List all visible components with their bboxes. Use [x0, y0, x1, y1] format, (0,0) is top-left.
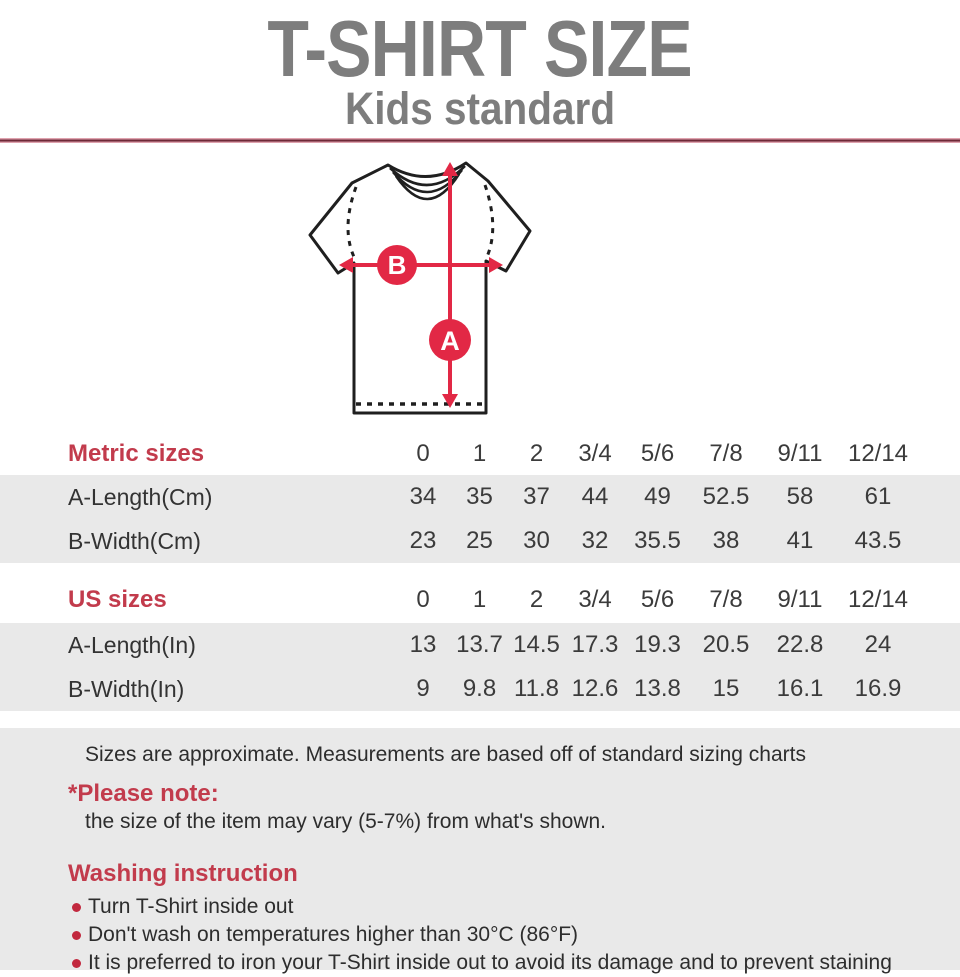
- bullet-dot-icon: [72, 958, 81, 968]
- length-arrow: [442, 162, 458, 408]
- size-cell: 7/8: [709, 586, 743, 613]
- metric-data-stripe: A-Length(Cm) 34 35 37 44 49 52.5 58 61 B…: [0, 475, 960, 563]
- value-cell: 11.8: [514, 675, 559, 702]
- value-cell: 41: [786, 527, 814, 554]
- measure-b-label: B: [388, 250, 407, 280]
- value-cell: 22.8: [776, 631, 824, 658]
- us-size-table: US sizes 0 1 2 3/4 5/6 7/8 9/11 12/14 A-…: [0, 577, 960, 711]
- please-note-heading: *Please note:: [68, 780, 219, 807]
- table-row-width-cm: B-Width(Cm) 23 25 30 32 35.5 38 41 43.5: [0, 519, 960, 563]
- value-cell: 35.5: [634, 527, 681, 554]
- size-cell: 0: [416, 586, 430, 613]
- washing-bullet: It is preferred to iron your T-Shirt ins…: [88, 951, 892, 974]
- size-cell: 1: [472, 586, 487, 613]
- header: T-SHIRT SIZE Kids standard: [0, 0, 960, 132]
- value-cell: 16.9: [854, 675, 902, 702]
- size-cell: 5/6: [640, 586, 675, 613]
- washing-bullet-row: It is preferred to iron your T-Shirt ins…: [0, 949, 960, 977]
- collar-rib-1: [389, 165, 466, 187]
- metric-sizes-heading: Metric sizes: [68, 440, 205, 467]
- size-cell: 3/4: [578, 440, 612, 467]
- value-cell: 25: [466, 527, 493, 554]
- us-sizes-heading: US sizes: [68, 586, 167, 613]
- value-cell: 9: [416, 675, 430, 702]
- armhole-dashed-right: [483, 184, 495, 260]
- value-cell: 38: [712, 527, 740, 554]
- table-row-length-cm: A-Length(Cm) 34 35 37 44 49 52.5 58 61: [0, 475, 960, 519]
- size-cell: 12/14: [847, 440, 909, 467]
- value-cell: 24: [864, 631, 892, 658]
- value-cell: 37: [523, 483, 550, 510]
- table-row-width-in: B-Width(In) 9 9.8 11.8 12.6 13.8 15 16.1…: [0, 667, 960, 711]
- value-cell: 12.6: [571, 675, 619, 702]
- notes-section: Sizes are approximate. Measurements are …: [0, 728, 960, 974]
- value-cell: 13.8: [634, 675, 681, 702]
- value-cell: 13.7: [456, 631, 503, 658]
- washing-bullet: Turn T-Shirt inside out: [88, 895, 294, 918]
- measure-a-label: A: [440, 326, 460, 356]
- armhole-dashed-left: [346, 186, 358, 262]
- collar-rib-3: [394, 173, 461, 201]
- please-note-body: the size of the item may vary (5-7%) fro…: [85, 810, 607, 833]
- size-cell: 5/6: [640, 440, 675, 467]
- value-cell: 20.5: [702, 631, 750, 658]
- measure-b-badge: B: [377, 245, 417, 285]
- row-label: B-Width(In): [68, 675, 185, 702]
- size-cell: 9/11: [777, 586, 823, 613]
- washing-bullet-row: Turn T-Shirt inside out: [0, 893, 960, 921]
- value-cell: 43.5: [854, 527, 902, 554]
- tshirt-diagram-svg: B A: [308, 161, 532, 415]
- value-cell: 30: [523, 527, 550, 554]
- size-cell: 0: [416, 440, 430, 467]
- measure-a-badge: A: [429, 319, 471, 361]
- value-cell: 23: [409, 527, 437, 554]
- size-cell: 2: [529, 586, 544, 613]
- value-cell: 15: [712, 675, 740, 702]
- size-cell: 2: [529, 440, 544, 467]
- metric-header-row: Metric sizes 0 1 2 3/4 5/6 7/8 9/11 12/1…: [0, 433, 960, 475]
- washing-instruction-heading: Washing instruction: [68, 860, 298, 887]
- value-cell: 52.5: [702, 483, 750, 510]
- size-cell: 7/8: [709, 440, 743, 467]
- value-cell: 17.3: [571, 631, 619, 658]
- value-cell: 35: [466, 483, 493, 510]
- value-cell: 49: [644, 483, 671, 510]
- size-cell: 12/14: [847, 586, 909, 613]
- value-cell: 16.1: [776, 675, 824, 702]
- header-divider: [0, 138, 960, 143]
- value-cell: 61: [864, 483, 892, 510]
- bullet-dot-icon: [72, 902, 81, 912]
- washing-bullet-row: Don't wash on temperatures higher than 3…: [0, 921, 960, 949]
- us-data-stripe: A-Length(In) 13 13.7 14.5 17.3 19.3 20.5…: [0, 623, 960, 711]
- value-cell: 9.8: [462, 675, 497, 702]
- tshirt-outline: [308, 161, 532, 415]
- value-cell: 13: [409, 631, 437, 658]
- spacer: [0, 563, 960, 577]
- row-label: B-Width(Cm): [68, 527, 201, 554]
- value-cell: 44: [581, 483, 609, 510]
- page-subtitle: Kids standard: [344, 83, 616, 134]
- value-cell: 34: [409, 483, 437, 510]
- row-label: A-Length(In): [68, 631, 196, 658]
- row-label: A-Length(Cm): [68, 483, 213, 510]
- page-title: T-SHIRT SIZE: [267, 4, 693, 93]
- size-cell: 1: [472, 440, 487, 467]
- value-cell: 32: [581, 527, 609, 554]
- size-cell: 9/11: [777, 440, 823, 467]
- value-cell: 58: [786, 483, 814, 510]
- value-cell: 14.5: [513, 631, 560, 658]
- us-header-row: US sizes 0 1 2 3/4 5/6 7/8 9/11 12/14: [0, 577, 960, 623]
- washing-bullet: Don't wash on temperatures higher than 3…: [88, 923, 579, 946]
- tshirt-diagram: B A: [0, 143, 960, 433]
- bullet-dot-icon: [72, 930, 81, 940]
- value-cell: 19.3: [634, 631, 681, 658]
- table-row-length-in: A-Length(In) 13 13.7 14.5 17.3 19.3 20.5…: [0, 623, 960, 667]
- spacer: [0, 711, 960, 728]
- approximate-note: Sizes are approximate. Measurements are …: [85, 743, 806, 766]
- metric-size-table: Metric sizes 0 1 2 3/4 5/6 7/8 9/11 12/1…: [0, 433, 960, 563]
- width-arrow: [339, 257, 503, 273]
- size-cell: 3/4: [578, 586, 612, 613]
